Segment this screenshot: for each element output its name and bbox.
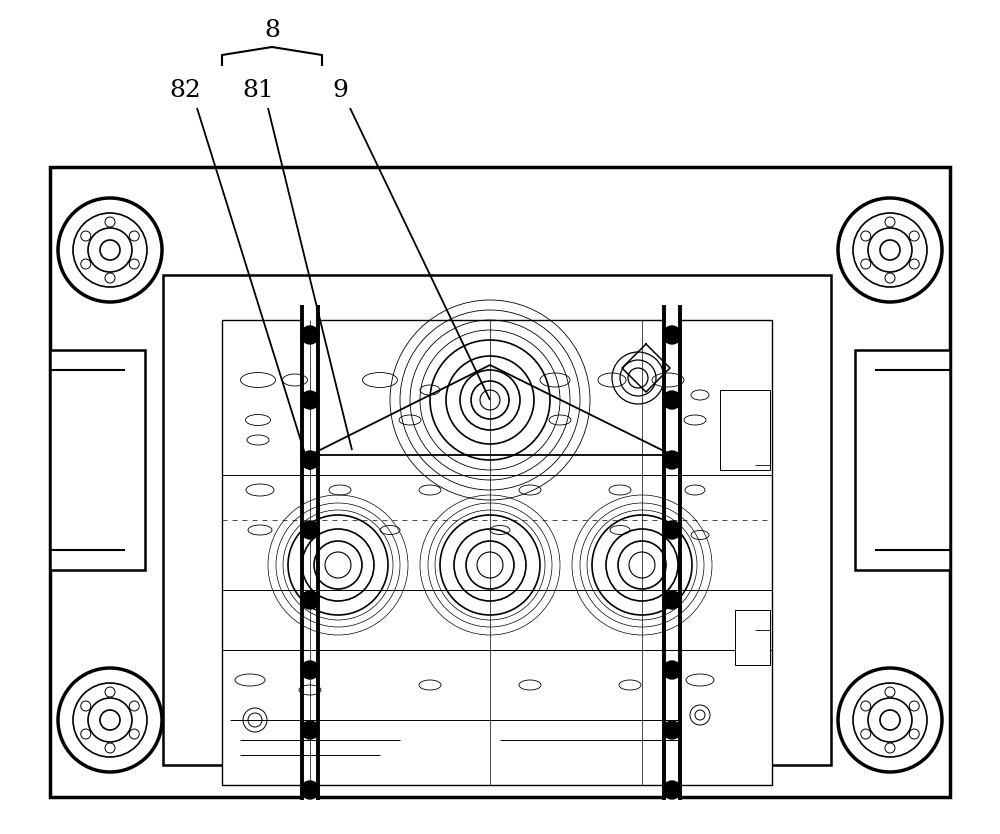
Circle shape: [301, 451, 319, 469]
Circle shape: [663, 781, 681, 799]
Text: 9: 9: [332, 78, 348, 102]
Circle shape: [663, 661, 681, 679]
Circle shape: [663, 721, 681, 739]
Bar: [664, 305, 680, 800]
Bar: [720, 390, 770, 470]
Bar: [735, 610, 770, 665]
Circle shape: [663, 521, 681, 539]
Circle shape: [301, 781, 319, 799]
Text: 8: 8: [264, 18, 280, 42]
Circle shape: [663, 391, 681, 409]
Circle shape: [663, 326, 681, 344]
Bar: [50, 167, 950, 797]
Circle shape: [301, 591, 319, 609]
Circle shape: [301, 391, 319, 409]
Circle shape: [301, 661, 319, 679]
Circle shape: [301, 721, 319, 739]
Bar: [222, 320, 772, 785]
Circle shape: [301, 521, 319, 539]
Circle shape: [663, 451, 681, 469]
Text: 81: 81: [242, 78, 274, 102]
Bar: [50, 350, 145, 570]
Text: 82: 82: [169, 78, 201, 102]
Bar: [302, 305, 318, 800]
Bar: [855, 350, 950, 570]
Circle shape: [663, 591, 681, 609]
Bar: [163, 275, 831, 765]
Circle shape: [301, 326, 319, 344]
